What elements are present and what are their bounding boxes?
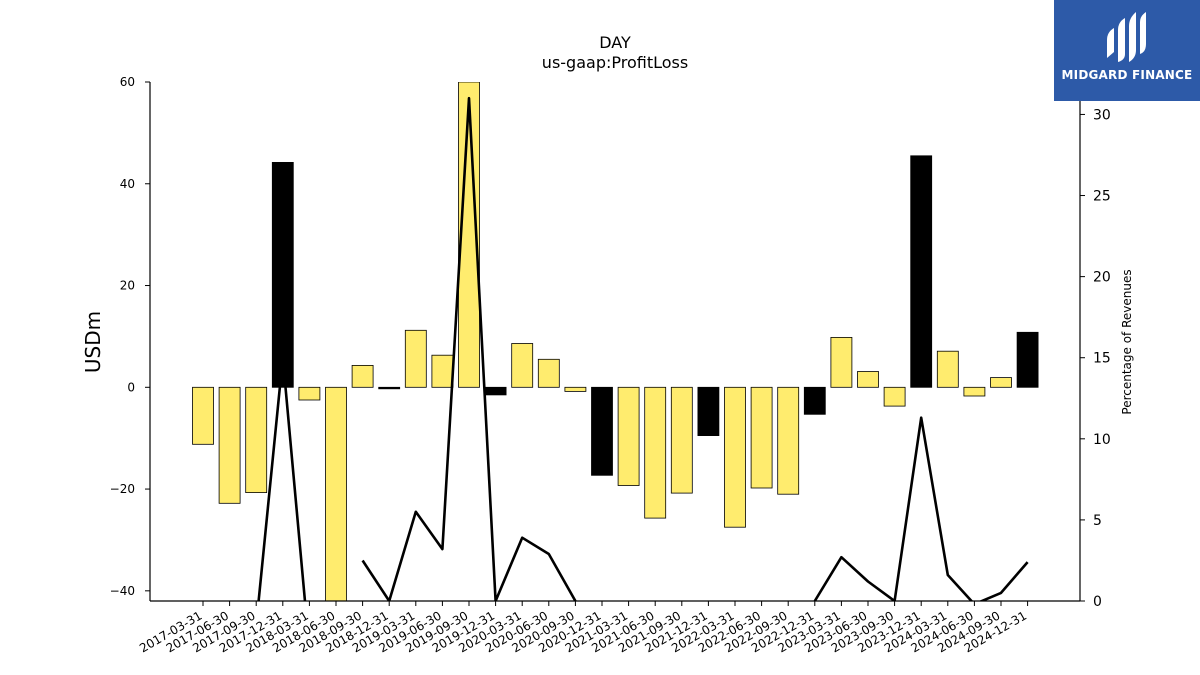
y-tick-label: 60 (120, 75, 135, 89)
bar-2021-06-30 (644, 386, 667, 519)
bar-2018-03-31 (298, 386, 321, 401)
bar-2024-03-31 (936, 350, 959, 388)
y-tick-label: 20 (120, 279, 135, 293)
bar-2019-12-31 (484, 386, 507, 396)
revenue-percentage-line-segment-1 (361, 96, 577, 601)
logo-text: MIDGARD FINANCE (1061, 68, 1193, 82)
bar-2020-06-30 (537, 358, 560, 388)
bar-2022-03-31 (724, 386, 746, 528)
y-axis-label: USDm (81, 311, 105, 373)
midgard-logo-icon (1107, 12, 1146, 62)
midgard-finance-logo: MIDGARD FINANCE (1054, 0, 1200, 101)
y-tick-label: 0 (127, 380, 135, 394)
y-tick-label: −40 (110, 584, 135, 598)
bar-2019-09-30 (458, 82, 480, 388)
bar-2021-03-31 (617, 386, 640, 486)
bar-2017-12-31 (271, 161, 294, 388)
bar-2020-03-31 (511, 343, 534, 388)
bar-2023-03-31 (830, 336, 853, 388)
bar-2019-06-30 (431, 354, 454, 388)
bar-2021-09-30 (670, 386, 693, 494)
bar-2022-09-30 (777, 386, 800, 495)
y-tick-label: 40 (120, 177, 135, 191)
revenue-percentage-line-segment-0 (257, 356, 307, 601)
chart-subtitle: us-gaap:ProfitLoss (542, 53, 688, 72)
bar-2024-06-30 (963, 386, 986, 397)
bar-2023-12-31 (910, 155, 933, 388)
y2-tick-label: 5 (1093, 513, 1102, 529)
axes-group: 6040200−20−400510152025302017-03-312017-… (110, 75, 1111, 655)
bar-2022-12-31 (803, 386, 826, 415)
bar-2023-06-30 (857, 371, 879, 388)
bar-2020-09-30 (564, 386, 587, 392)
y2-axis-label: Percentage of Revenues (1120, 269, 1134, 414)
y2-tick-label: 10 (1093, 432, 1111, 448)
bar-2024-12-31 (1016, 331, 1039, 388)
y2-tick-label: 15 (1093, 351, 1111, 367)
bar-2023-09-30 (883, 386, 906, 407)
y2-tick-label: 30 (1093, 107, 1111, 123)
revenue-percentage-line-group (257, 96, 1029, 601)
bar-2018-12-31 (378, 386, 401, 390)
bar-2018-09-30 (351, 364, 374, 388)
y2-tick-label: 25 (1093, 189, 1111, 205)
y-tick-label: −20 (110, 482, 135, 496)
y2-tick-label: 20 (1093, 270, 1111, 286)
bar-2017-06-30 (218, 386, 241, 504)
bar-2019-03-31 (404, 329, 427, 388)
bar-2018-06-30 (325, 386, 347, 601)
bars-group (192, 82, 1039, 601)
bar-2020-12-31 (591, 386, 613, 476)
y2-tick-label: 0 (1093, 594, 1102, 610)
bar-2024-09-30 (990, 377, 1012, 388)
revenue-percentage-line-segment-2 (813, 416, 1029, 601)
bar-2022-06-30 (750, 386, 773, 489)
chart-title: DAY (599, 33, 631, 52)
bar-2017-09-30 (245, 386, 268, 493)
bar-2017-03-31 (192, 386, 214, 445)
bar-2021-12-31 (697, 386, 720, 436)
